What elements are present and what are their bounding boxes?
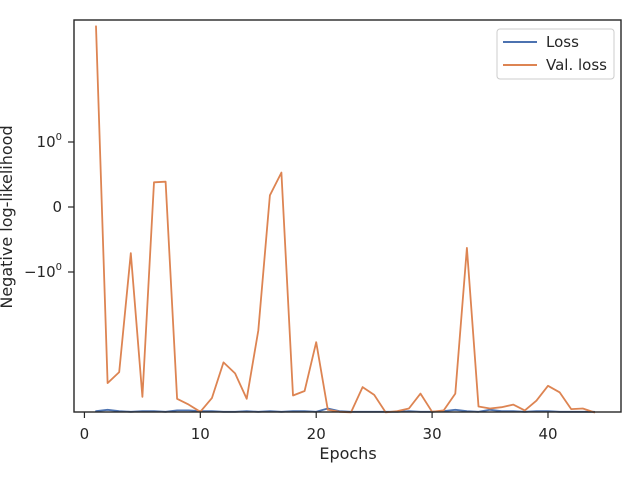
y-tick-label: 0 <box>52 198 62 216</box>
x-tick-label: 0 <box>80 425 90 443</box>
y-axis-label: Negative log-likelihood <box>0 125 16 308</box>
x-axis-label: Epochs <box>319 444 376 463</box>
y-tick-exponent: 0 <box>56 262 62 273</box>
legend-label-val-loss: Val. loss <box>546 56 607 74</box>
x-tick-label: 40 <box>538 425 557 443</box>
legend-label-loss: Loss <box>546 33 579 51</box>
y-tick-label: 100 <box>37 132 62 151</box>
x-tick-label: 10 <box>191 425 210 443</box>
legend: Loss Val. loss <box>496 28 615 80</box>
x-tick-label: 30 <box>423 425 442 443</box>
y-tick-base: 10 <box>37 133 56 151</box>
x-axis: 0 10 20 30 40 <box>80 412 558 443</box>
plot-frame <box>73 19 622 413</box>
y-tick-base: −10 <box>24 263 56 281</box>
y-tick-exponent: 0 <box>56 132 62 143</box>
plot-background <box>74 20 621 412</box>
y-tick-base: 0 <box>52 198 62 216</box>
plot-area <box>73 19 622 414</box>
y-tick-label: −100 <box>24 262 62 281</box>
x-tick-label: 20 <box>307 425 326 443</box>
